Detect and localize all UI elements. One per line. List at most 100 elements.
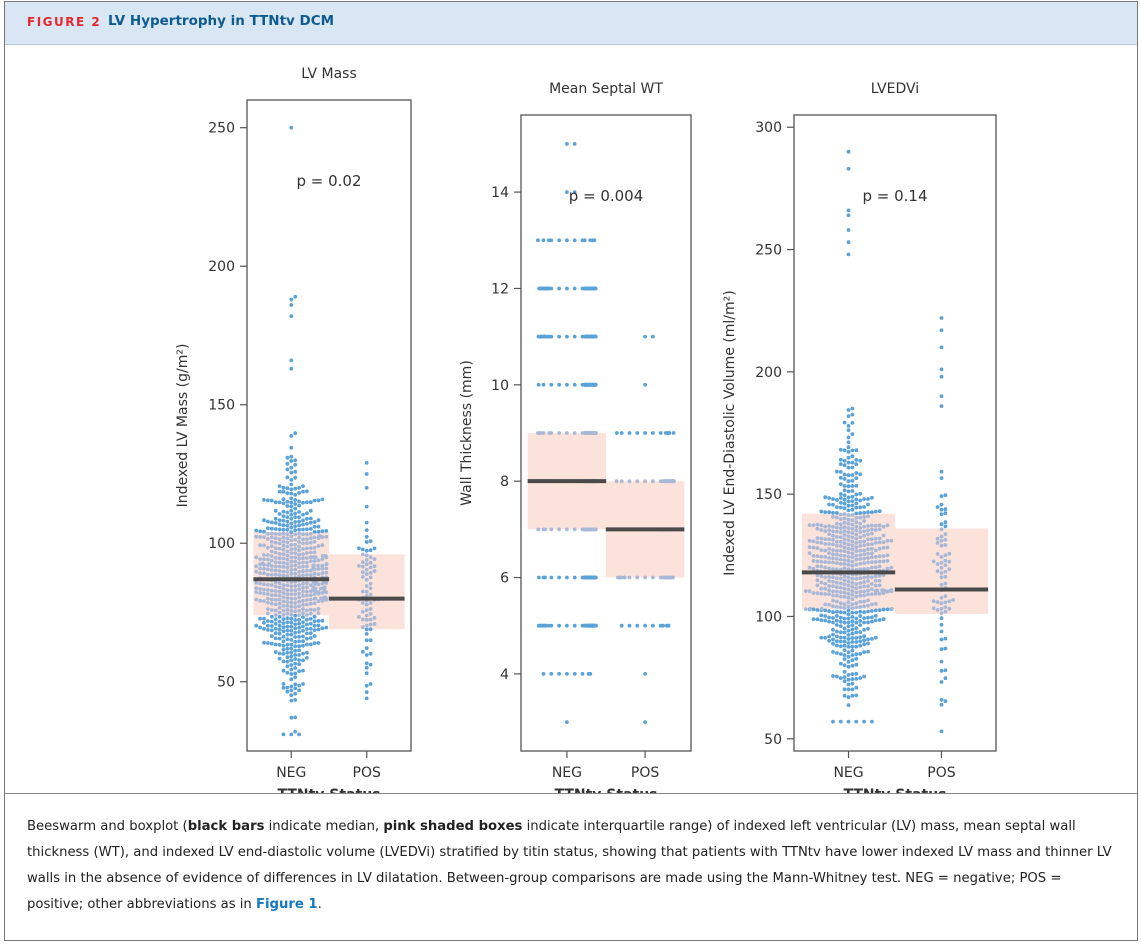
data-point <box>846 479 851 484</box>
data-point <box>269 614 274 619</box>
data-point <box>846 240 851 245</box>
data-point <box>866 567 870 571</box>
data-point <box>285 624 290 629</box>
data-point <box>939 555 944 559</box>
data-point <box>324 566 329 571</box>
data-point <box>368 565 373 570</box>
data-point <box>819 586 824 591</box>
data-point <box>536 431 540 435</box>
data-point <box>368 601 373 605</box>
data-point <box>850 412 855 417</box>
data-point <box>635 623 640 628</box>
data-point <box>312 634 317 638</box>
data-point <box>289 470 294 475</box>
figure-caption: Beeswarm and boxplot (black bars indicat… <box>27 814 1117 918</box>
data-point <box>943 524 948 529</box>
data-point <box>827 502 831 507</box>
data-point <box>312 571 317 576</box>
data-point <box>281 629 286 634</box>
data-point <box>846 440 851 445</box>
data-point <box>835 529 839 534</box>
data-point <box>289 297 294 302</box>
data-point <box>831 584 835 589</box>
data-point <box>360 570 365 575</box>
data-point <box>858 585 863 590</box>
data-point <box>862 650 866 654</box>
data-point <box>943 646 948 651</box>
data-point <box>266 582 270 587</box>
data-point <box>536 334 541 339</box>
data-point <box>301 589 305 594</box>
data-point <box>835 580 839 585</box>
chart-panel-1: LV Mass 50 100 150 200 250 NEG POS TTNtv Status I… <box>175 66 412 793</box>
data-point <box>585 623 590 628</box>
x-tick-label: POS <box>927 765 955 781</box>
data-point <box>663 431 668 435</box>
data-point <box>854 656 859 661</box>
data-point <box>858 548 863 553</box>
data-point <box>254 597 259 602</box>
data-point <box>258 543 262 548</box>
figure-1-link[interactable]: Figure 1 <box>256 897 318 912</box>
data-point <box>267 561 271 566</box>
data-point <box>269 531 274 536</box>
data-point <box>831 524 835 529</box>
data-point <box>281 485 286 490</box>
data-point <box>838 544 843 548</box>
data-point <box>846 579 851 584</box>
data-point <box>854 497 859 502</box>
data-point <box>293 506 298 511</box>
data-point <box>939 328 944 333</box>
data-point <box>549 623 554 628</box>
data-point <box>289 482 294 487</box>
data-point <box>850 484 855 488</box>
data-point <box>539 334 544 339</box>
data-point <box>877 591 882 596</box>
data-point <box>305 527 309 532</box>
data-point <box>858 652 863 656</box>
data-point <box>858 630 863 635</box>
data-point <box>269 564 274 568</box>
data-point <box>873 565 878 570</box>
data-point <box>939 565 944 570</box>
data-point <box>316 590 321 594</box>
data-point <box>312 641 317 645</box>
data-point <box>311 563 316 568</box>
data-point <box>643 479 647 484</box>
data-point <box>870 551 874 556</box>
data-point <box>269 593 274 597</box>
data-point <box>364 520 369 525</box>
data-point <box>838 470 843 474</box>
data-point <box>846 489 851 494</box>
data-point <box>269 520 274 525</box>
y-tick-label: 100 <box>208 536 235 552</box>
data-point <box>862 638 866 643</box>
data-point <box>293 458 298 463</box>
data-point <box>308 516 313 521</box>
data-point <box>277 623 282 628</box>
data-point <box>289 628 294 633</box>
data-point <box>285 632 290 637</box>
data-point <box>301 522 305 527</box>
data-point <box>305 541 309 545</box>
data-point <box>269 526 274 531</box>
p-value-label: p = 0.02 <box>296 172 361 190</box>
data-point <box>254 564 259 569</box>
data-point <box>858 581 863 585</box>
data-point <box>862 719 866 724</box>
data-point <box>277 636 282 641</box>
data-point <box>301 607 305 611</box>
data-point <box>289 543 294 547</box>
data-point <box>838 601 843 605</box>
data-point <box>281 685 286 690</box>
data-point <box>881 540 886 545</box>
data-point <box>838 644 843 649</box>
data-point <box>262 599 266 603</box>
data-point <box>835 623 839 627</box>
data-point <box>842 420 847 425</box>
data-point <box>312 608 317 612</box>
data-point <box>838 615 843 620</box>
data-point <box>297 591 301 596</box>
data-point <box>842 448 847 453</box>
data-point <box>850 644 855 649</box>
